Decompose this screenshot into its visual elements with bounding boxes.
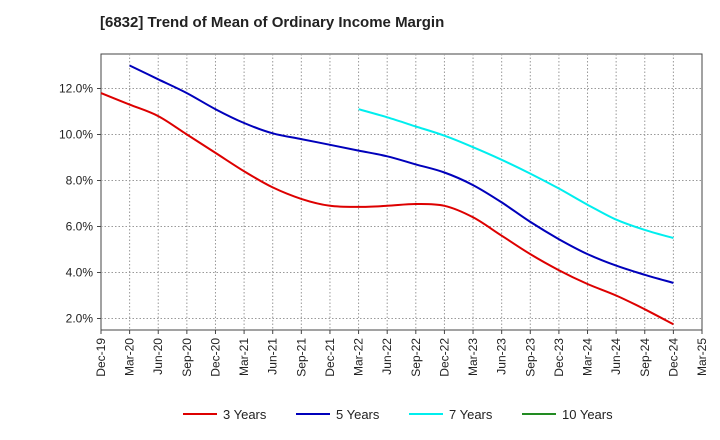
x-tick-label: Sep-22 — [409, 338, 423, 377]
x-tick-label: Dec-20 — [208, 338, 222, 377]
y-tick-label: 4.0% — [66, 266, 94, 280]
grid-layer — [101, 54, 702, 330]
x-tick-label: Sep-20 — [180, 338, 194, 377]
y-tick-label: 6.0% — [66, 220, 94, 234]
series-layer — [100, 64, 674, 326]
axis-layer: Dec-19 Mar-20 Jun-20 Sep-20 Dec-20 Mar-21 Jun-… — [59, 82, 709, 377]
x-tick-label: Dec-19 — [94, 338, 108, 377]
y-tick-label: 10.0% — [59, 128, 93, 142]
series-line-3-years — [100, 92, 674, 326]
x-tick-label: Sep-21 — [294, 338, 308, 377]
x-tick-label: Jun-23 — [495, 338, 509, 375]
x-tick-label: Mar-21 — [237, 338, 251, 376]
legend: 3 Years 5 Years 7 Years 10 Years — [183, 407, 613, 422]
x-tick-label: Mar-25 — [695, 338, 709, 376]
x-tick-label: Sep-24 — [638, 338, 652, 377]
legend-label: 7 Years — [449, 407, 493, 422]
x-tick-label: Jun-24 — [609, 338, 623, 375]
y-tick-label: 8.0% — [66, 174, 94, 188]
y-tick-label: 12.0% — [59, 82, 93, 96]
x-tick-label: Dec-22 — [437, 338, 451, 377]
x-tick-label: Dec-24 — [666, 338, 680, 377]
x-tick-label: Jun-20 — [151, 338, 165, 375]
x-tick-label: Mar-22 — [352, 338, 366, 376]
x-tick-label: Dec-23 — [552, 338, 566, 377]
series-line-5-years — [129, 64, 674, 284]
x-tick-label: Mar-24 — [581, 338, 595, 376]
x-tick-label: Jun-22 — [380, 338, 394, 375]
series-line-7-years — [358, 108, 674, 239]
x-tick-label: Mar-23 — [466, 338, 480, 376]
x-tick-label: Dec-21 — [323, 338, 337, 377]
x-tick-label: Sep-23 — [523, 338, 537, 377]
legend-label: 5 Years — [336, 407, 380, 422]
x-tick-label: Jun-21 — [266, 338, 280, 375]
y-tick-label: 2.0% — [66, 312, 94, 326]
legend-label: 10 Years — [562, 407, 613, 422]
x-tick-label: Mar-20 — [123, 338, 137, 376]
legend-label: 3 Years — [223, 407, 267, 422]
chart-title: [6832] Trend of Mean of Ordinary Income … — [100, 14, 445, 31]
